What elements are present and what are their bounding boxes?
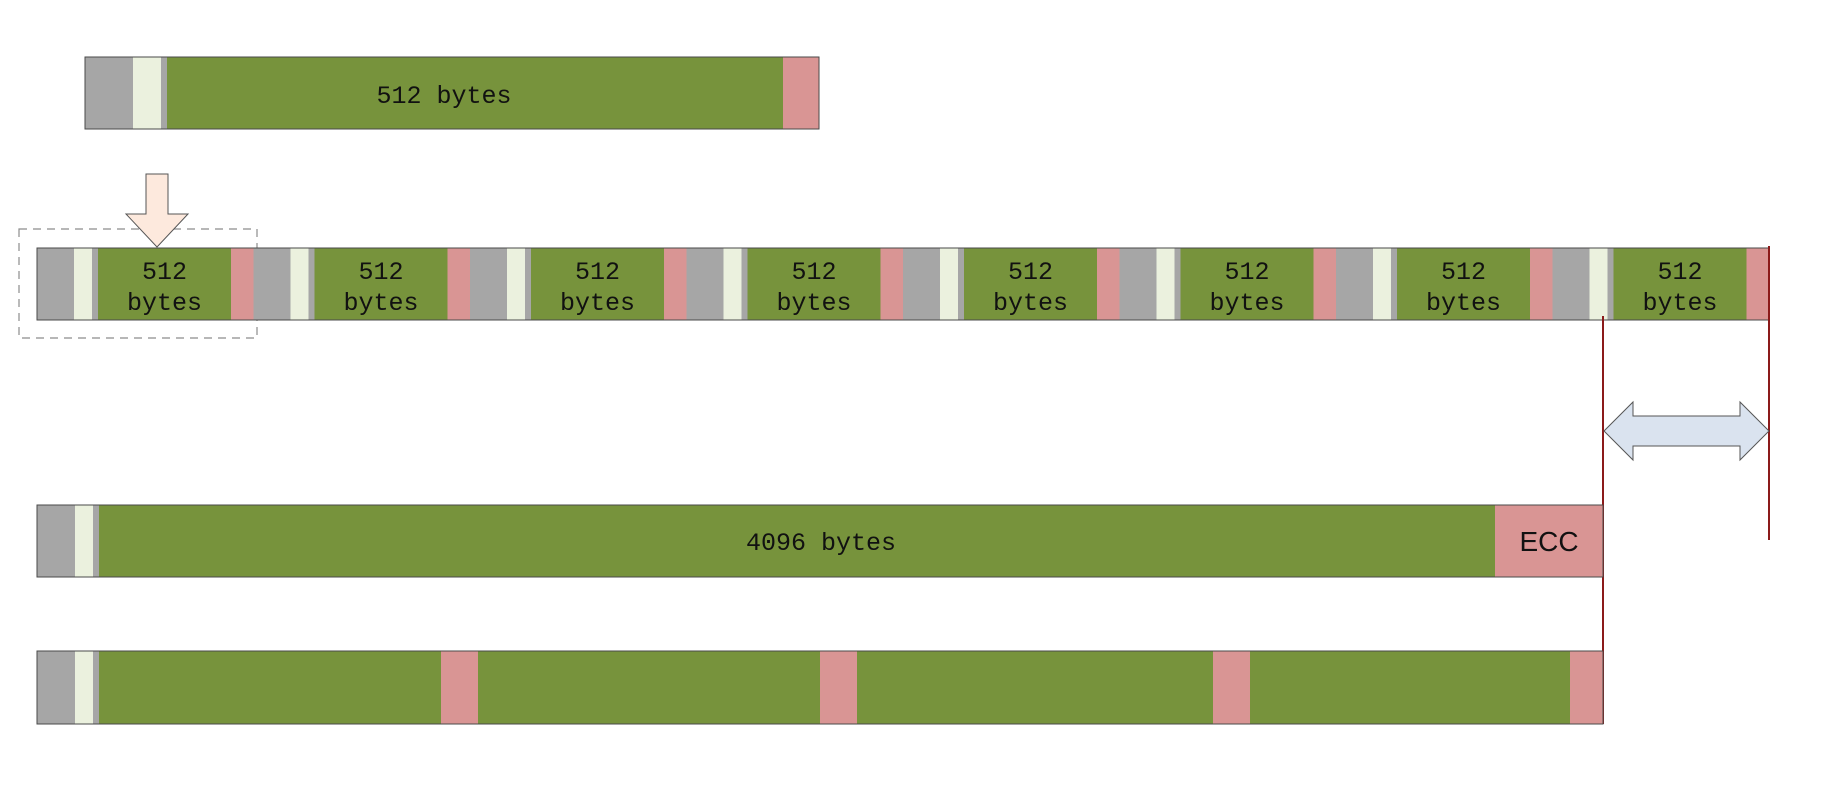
sector-header <box>1552 248 1590 320</box>
sector-label-line1: 512 <box>1008 258 1053 287</box>
split-sector-header <box>37 651 75 724</box>
sector-ecc <box>880 248 903 320</box>
split-sector-ecc-4 <box>1570 651 1603 724</box>
sector-ecc <box>1313 248 1336 320</box>
large-sector-ecc <box>1495 505 1603 577</box>
split-sector-ecc-1 <box>441 651 478 724</box>
sector-data <box>1397 248 1530 320</box>
sector-gap <box>525 248 531 320</box>
single-sector: 512 bytes <box>84 56 820 130</box>
large-sector-outline <box>36 504 1604 578</box>
sector-header <box>686 248 724 320</box>
sector-ecc <box>231 248 254 320</box>
split-sector-data-1 <box>99 651 441 724</box>
sector-label-line2: bytes <box>993 289 1068 318</box>
dashed-highlight-box <box>18 228 258 339</box>
sector-header <box>903 248 940 320</box>
sector-sync <box>1373 248 1391 320</box>
sector-data <box>1180 248 1314 320</box>
split-sector-ecc-2 <box>820 651 857 724</box>
double-arrow-icon <box>1603 400 1770 462</box>
sector-label-line1: 512 <box>791 258 836 287</box>
sector-header <box>253 248 291 320</box>
large-sector-gap <box>93 505 99 577</box>
sector-data <box>531 248 664 320</box>
single-sector-outline <box>84 56 820 130</box>
sector-ecc <box>1097 248 1120 320</box>
sector-gap <box>308 248 315 320</box>
sector-sync <box>290 248 309 320</box>
sector-label-line2: bytes <box>560 289 635 318</box>
split-sector-outline <box>36 650 1604 725</box>
large-sector-data <box>99 505 1495 577</box>
sector-label-line2: bytes <box>1426 289 1501 318</box>
sector-label-line1: 512 <box>358 258 403 287</box>
sector-label-line2: bytes <box>1642 289 1717 318</box>
sector-header <box>37 248 74 320</box>
split-sector-data-4 <box>1250 651 1570 724</box>
sector-row: 512bytes512bytes512bytes512bytes512bytes… <box>36 247 1770 321</box>
sector-label-line2: bytes <box>776 289 851 318</box>
sector-header <box>470 248 507 320</box>
sector-data <box>98 248 231 320</box>
sector-sync <box>1589 248 1608 320</box>
sector-sync <box>723 248 742 320</box>
sector-label-line1: 512 <box>142 258 187 287</box>
large-sector: 4096 bytes ECC <box>36 504 1604 578</box>
sector-label-line2: bytes <box>127 289 202 318</box>
sector-sync <box>1156 248 1175 320</box>
sector-gap <box>1391 248 1397 320</box>
sector-data <box>747 248 881 320</box>
sector-ecc <box>1530 248 1553 320</box>
sector-header <box>1336 248 1373 320</box>
split-sector-data-2 <box>478 651 820 724</box>
sector-gap <box>92 248 98 320</box>
single-sector-data <box>167 57 783 129</box>
sector-label-line1: 512 <box>1441 258 1486 287</box>
sector-gap <box>741 248 748 320</box>
split-sector-gap <box>93 651 99 724</box>
large-sector-header <box>37 505 75 577</box>
large-sector-ecc-label: ECC <box>1519 526 1578 557</box>
split-sector-sync <box>75 651 93 724</box>
sector-sync <box>940 248 958 320</box>
split-sector <box>36 650 1604 725</box>
sector-label-line1: 512 <box>1657 258 1702 287</box>
single-sector-label: 512 bytes <box>376 82 511 111</box>
large-sector-data-label: 4096 bytes <box>746 529 896 558</box>
sector-gap <box>958 248 964 320</box>
sector-data <box>314 248 448 320</box>
sector-ecc <box>664 248 687 320</box>
sector-sync <box>74 248 92 320</box>
split-sector-ecc-3 <box>1213 651 1250 724</box>
sector-sync <box>507 248 525 320</box>
sector-label-line2: bytes <box>1209 289 1284 318</box>
sector-gap <box>1607 248 1614 320</box>
sector-data <box>964 248 1097 320</box>
sector-ecc <box>1746 248 1769 320</box>
split-sector-data-3 <box>857 651 1213 724</box>
sector-label-line1: 512 <box>1224 258 1269 287</box>
single-sector-gap <box>161 57 167 129</box>
sector-label-line1: 512 <box>575 258 620 287</box>
sector-label-line2: bytes <box>343 289 418 318</box>
sector-header <box>1119 248 1157 320</box>
down-arrow-icon <box>124 173 190 248</box>
sector-gap <box>1174 248 1181 320</box>
sector-data <box>1613 248 1747 320</box>
sector-ecc <box>447 248 470 320</box>
large-sector-sync <box>75 505 93 577</box>
single-sector-ecc <box>783 57 819 129</box>
single-sector-sync <box>133 57 161 129</box>
single-sector-header <box>85 57 133 129</box>
